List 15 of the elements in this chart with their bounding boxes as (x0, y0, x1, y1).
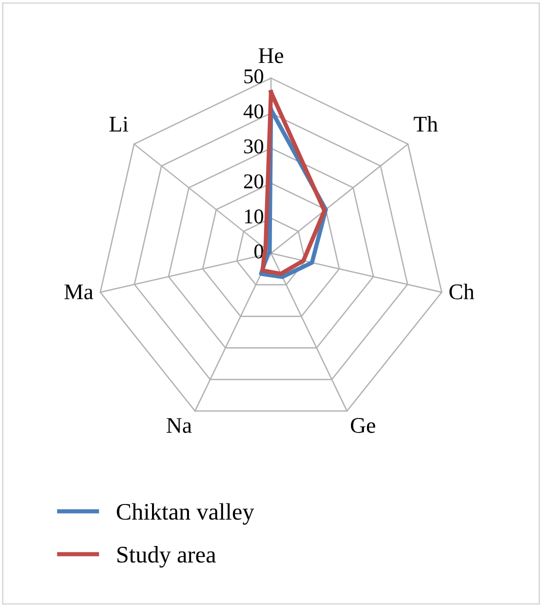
spoke-label: Th (414, 116, 438, 132)
y-tick-label: 10 (244, 209, 264, 224)
legend-label: Study area (117, 546, 216, 568)
y-tick-label: 20 (244, 174, 264, 188)
y-tick-label: 50 (244, 69, 264, 84)
y-tick-label: 40 (244, 104, 264, 118)
spoke-label: Na (166, 418, 192, 433)
spoke-label: Ma (64, 284, 94, 300)
spoke-label: He (258, 48, 284, 64)
spoke-label: Ch (449, 284, 474, 300)
spoke-label: Ge (350, 418, 376, 433)
y-tick-label: 0 (254, 244, 264, 258)
spoke-label: Li (110, 116, 128, 132)
legend-label: Chiktan valley (116, 503, 254, 525)
y-tick-label: 30 (244, 139, 264, 154)
